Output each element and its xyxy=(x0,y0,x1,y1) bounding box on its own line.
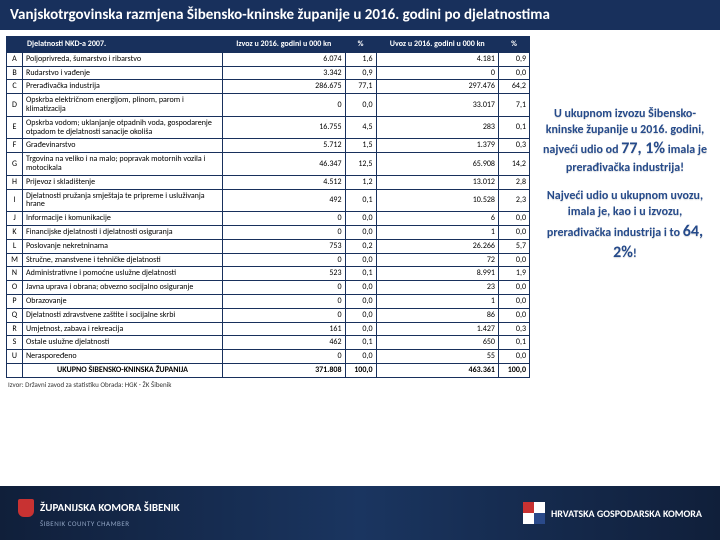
table-row: MStručne, znanstvene i tehničke djelatno… xyxy=(7,253,530,267)
table-row: JInformacije i komunikacije00,060,0 xyxy=(7,212,530,226)
col-export: Izvoz u 2016. godini u 000 kn xyxy=(223,37,346,53)
col-import: Uvoz u 2016. godini u 000 kn xyxy=(376,37,498,53)
footer-right: HRVATSKA GOSPODARSKA KOMORA xyxy=(523,502,702,524)
table-row: EOpskrba vodom; uklanjanje otpadnih voda… xyxy=(7,116,530,139)
table-row: CPrerađivačka industrija286.67577,1297.4… xyxy=(7,80,530,94)
footer-right-title: HRVATSKA GOSPODARSKA KOMORA xyxy=(551,507,702,520)
footer-left-sub: ŠIBENIK COUNTY CHAMBER xyxy=(18,519,180,528)
table-container: Djelatnosti NKD-a 2007. Izvoz u 2016. go… xyxy=(6,36,530,378)
table-row: IDjelatnosti pružanja smještaja te pripr… xyxy=(7,189,530,212)
table-row: BRudarstvo i vađenje3.3420,900,0 xyxy=(7,66,530,80)
col-activity: Djelatnosti NKD-a 2007. xyxy=(23,37,223,53)
content-area: Djelatnosti NKD-a 2007. Izvoz u 2016. go… xyxy=(0,30,720,378)
table-row: KFinancijske djelatnosti i djelatnosti o… xyxy=(7,225,530,239)
table-row: PObrazovanje00,010,0 xyxy=(7,294,530,308)
table-row: SOstale uslužne djelatnosti4620,16500,1 xyxy=(7,336,530,350)
table-row: QDjelatnosti zdravstvene zaštite i socij… xyxy=(7,308,530,322)
col-export-pct: % xyxy=(345,37,376,53)
callout-import: Najveći udio u ukupnom uvozu, imala je, … xyxy=(536,188,714,264)
page-title: Vanjskotrgovinska razmjena Šibensko-knin… xyxy=(0,0,720,30)
callout-export: U ukupnom izvozu Šibensko-kninske župani… xyxy=(536,106,714,176)
table-row: GTrgovina na veliko i na malo; popravak … xyxy=(7,153,530,176)
total-row: UKUPNO ŠIBENSKO-KNINSKA ŽUPANIJA371.8081… xyxy=(7,363,530,377)
table-row: LPoslovanje nekretninama7530,226.2665,7 xyxy=(7,239,530,253)
table-row: OJavna uprava i obrana; obvezno socijaln… xyxy=(7,281,530,295)
col-code xyxy=(7,37,23,53)
table-row: DOpskrba električnom energijom, plinom, … xyxy=(7,94,530,117)
table-row: HPrijevoz i skladištenje4.5121,213.0122,… xyxy=(7,175,530,189)
shield-icon xyxy=(18,499,34,517)
table-row: APoljoprivreda, šumarstvo i ribarstvo6.0… xyxy=(7,52,530,66)
table-row: NAdministrativne i pomoćne uslužne djela… xyxy=(7,267,530,281)
col-import-pct: % xyxy=(498,37,529,53)
hgk-icon xyxy=(523,502,545,524)
source-text: Izvor: Državni zavod za statistiku Obrad… xyxy=(0,378,720,391)
data-table: Djelatnosti NKD-a 2007. Izvoz u 2016. go… xyxy=(6,36,530,378)
table-row: UNeraspoređeno00,0550,0 xyxy=(7,350,530,364)
table-row: RUmjetnost, zabava i rekreacija1610,01.4… xyxy=(7,322,530,336)
table-row: FGrađevinarstvo5.7121,51.3790,3 xyxy=(7,139,530,153)
footer: ŽUPANIJSKA KOMORA ŠIBENIK ŠIBENIK COUNTY… xyxy=(0,486,720,540)
callouts: U ukupnom izvozu Šibensko-kninske župani… xyxy=(536,36,714,378)
footer-left-title: ŽUPANIJSKA KOMORA ŠIBENIK xyxy=(40,501,180,514)
footer-left: ŽUPANIJSKA KOMORA ŠIBENIK ŠIBENIK COUNTY… xyxy=(18,499,180,528)
